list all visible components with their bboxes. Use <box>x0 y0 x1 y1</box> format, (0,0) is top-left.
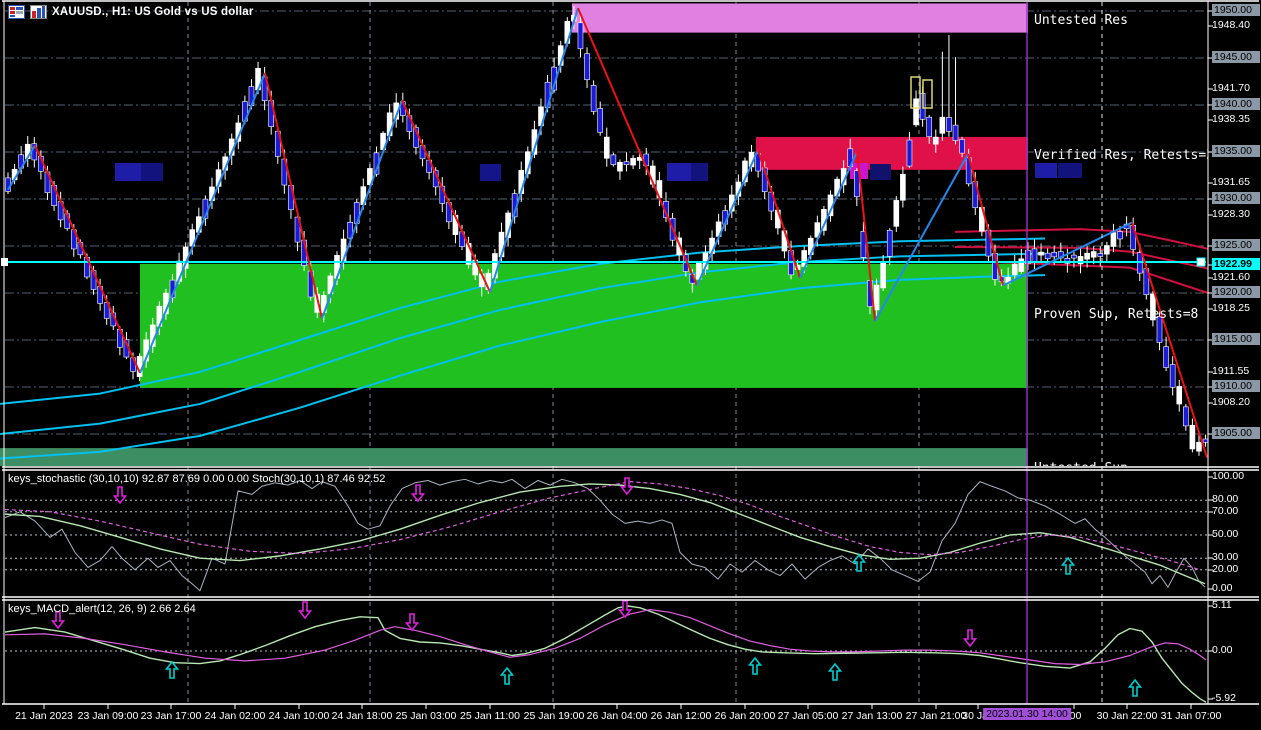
title-bar: XAUUSD., H1: US Gold vs US dollar <box>8 5 254 19</box>
chart-title: XAUUSD., H1: US Gold vs US dollar <box>52 6 254 18</box>
price-tick-label: 1911.55 <box>1212 365 1250 377</box>
time-label: 24 Jan 18:00 <box>331 710 393 722</box>
time-label: 27 Jan 21:00 <box>905 710 967 722</box>
time-label: 26 Jan 04:00 <box>586 710 648 722</box>
stochastic-panel-label: keys_stochastic (30,10,10) 92.87 87.69 0… <box>8 473 386 485</box>
price-grid-label: 1910.00 <box>1212 380 1260 392</box>
price-tick-label: 1941.70 <box>1212 82 1250 94</box>
time-label: 26 Jan 12:00 <box>650 710 712 722</box>
time-label: 30 Jan 22:00 <box>1096 710 1158 722</box>
time-label: 24 Jan 10:00 <box>268 710 330 722</box>
price-grid-label: 1905.00 <box>1212 427 1260 439</box>
time-label: 21 Jan 2023 <box>15 710 73 722</box>
time-label: 23 Jan 17:00 <box>140 710 202 722</box>
macd-panel-label: keys_MACD_alert(12, 26, 9) 2.66 2.64 <box>8 603 196 615</box>
time-label: 23 Jan 09:00 <box>77 710 139 722</box>
price-tick-label: 1928.30 <box>1212 208 1250 220</box>
time-label: 26 Jan 20:00 <box>714 710 776 722</box>
price-grid-label: 1940.00 <box>1212 98 1260 110</box>
macd-scale-label: 5.11 <box>1212 599 1232 611</box>
macd-scale-label: -5.92 <box>1212 692 1236 704</box>
stoch-scale-label: 50.00 <box>1212 528 1239 540</box>
stoch-scale-label: 80.00 <box>1212 493 1239 505</box>
time-label: 25 Jan 19:00 <box>523 710 585 722</box>
price-tick-label: 1948.40 <box>1212 19 1250 31</box>
price-grid-label: 1950.00 <box>1212 4 1260 16</box>
crosshair-time-box: 2023.01.30 14:00 <box>983 708 1071 720</box>
stoch-scale-label: 100.00 <box>1212 470 1245 482</box>
stoch-scale-label: 0.00 <box>1212 582 1233 594</box>
price-tick-label: 1921.60 <box>1212 271 1250 283</box>
stoch-scale-label: 20.00 <box>1212 563 1239 575</box>
time-label: 27 Jan 13:00 <box>841 710 903 722</box>
chart-bars-icon[interactable] <box>30 5 47 19</box>
price-grid-label: 1945.00 <box>1212 51 1260 63</box>
time-label: 25 Jan 03:00 <box>395 710 457 722</box>
time-label: 31 Jan 07:00 <box>1160 710 1222 722</box>
current-price-box: 1922.99 <box>1212 258 1260 270</box>
price-tick-label: 1918.25 <box>1212 302 1250 314</box>
price-grid-label: 1930.00 <box>1212 192 1260 204</box>
macd-scale-label: 0.00 <box>1212 644 1233 656</box>
price-grid-label: 1935.00 <box>1212 145 1260 157</box>
price-tick-label: 1908.20 <box>1212 396 1250 408</box>
stoch-scale-label: 30.00 <box>1212 551 1239 563</box>
stoch-scale-label: 70.00 <box>1212 505 1239 517</box>
time-label: 27 Jan 05:00 <box>777 710 839 722</box>
price-tick-label: 1938.35 <box>1212 113 1250 125</box>
price-grid-label: 1925.00 <box>1212 239 1260 251</box>
price-tick-label: 1931.65 <box>1212 176 1250 188</box>
price-grid-label: 1920.00 <box>1212 286 1260 298</box>
time-label: 24 Jan 02:00 <box>204 710 266 722</box>
price-grid-label: 1915.00 <box>1212 333 1260 345</box>
quotes-table-icon[interactable] <box>8 5 25 19</box>
time-label: 25 Jan 11:00 <box>460 710 520 722</box>
